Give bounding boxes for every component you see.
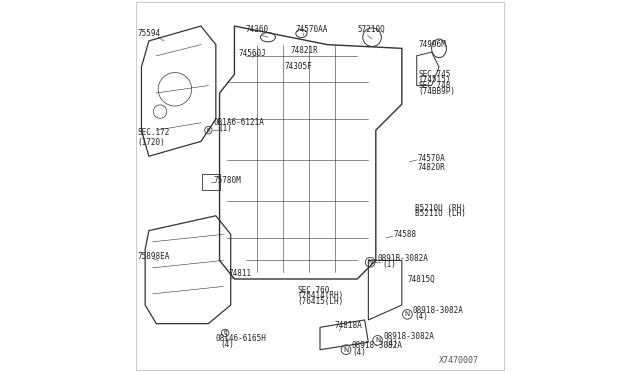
Text: 74570AA: 74570AA — [296, 25, 328, 34]
Text: 08918-3082A: 08918-3082A — [351, 341, 403, 350]
Text: 75594: 75594 — [138, 29, 161, 38]
Text: N: N — [344, 347, 349, 353]
Text: (4): (4) — [353, 348, 366, 357]
Text: X7470007: X7470007 — [439, 356, 479, 365]
Text: 57210Q: 57210Q — [357, 25, 385, 34]
Text: SEC.760: SEC.760 — [298, 286, 330, 295]
Text: B: B — [223, 330, 227, 336]
Text: 08146-6165H: 08146-6165H — [215, 334, 266, 343]
Text: SEC.172
(1720): SEC.172 (1720) — [138, 128, 170, 147]
Text: N: N — [404, 311, 410, 317]
Text: 74820R: 74820R — [417, 163, 445, 172]
Text: 74815Q: 74815Q — [408, 275, 435, 283]
Text: (1): (1) — [219, 124, 233, 133]
Text: (1): (1) — [383, 260, 396, 269]
Text: (76414(RH): (76414(RH) — [298, 291, 344, 300]
Text: 75898EA: 75898EA — [138, 252, 170, 261]
Text: 74588: 74588 — [394, 230, 417, 239]
Text: B: B — [207, 128, 210, 133]
Text: 08918-3082A: 08918-3082A — [413, 306, 464, 315]
Text: (74BB9P): (74BB9P) — [419, 87, 456, 96]
Text: B5210U (RH): B5210U (RH) — [415, 204, 466, 213]
Text: (74515): (74515) — [419, 76, 451, 84]
Text: (4): (4) — [384, 339, 398, 348]
Text: 74305F: 74305F — [285, 62, 312, 71]
Text: 74360: 74360 — [246, 25, 269, 34]
Text: (4): (4) — [220, 340, 234, 349]
Text: 74821R: 74821R — [291, 46, 318, 55]
Text: SEC.745: SEC.745 — [419, 70, 451, 79]
Text: 74560J: 74560J — [238, 49, 266, 58]
Text: 0891B-3082A: 0891B-3082A — [378, 254, 429, 263]
Text: 75780M: 75780M — [214, 176, 242, 185]
Text: 74570A: 74570A — [417, 154, 445, 163]
Text: 74811: 74811 — [229, 269, 252, 278]
Text: (76415(LH): (76415(LH) — [298, 297, 344, 306]
Text: 74996M: 74996M — [419, 40, 446, 49]
Text: N: N — [375, 337, 380, 343]
Text: SEC.748: SEC.748 — [419, 81, 451, 90]
Text: 74818A: 74818A — [335, 321, 363, 330]
Text: 0B1A6-6121A: 0B1A6-6121A — [214, 118, 265, 127]
Text: 08918-3082A: 08918-3082A — [383, 332, 434, 341]
Text: (4): (4) — [415, 312, 429, 321]
Text: N: N — [367, 259, 373, 265]
Text: B5211U (LH): B5211U (LH) — [415, 209, 466, 218]
